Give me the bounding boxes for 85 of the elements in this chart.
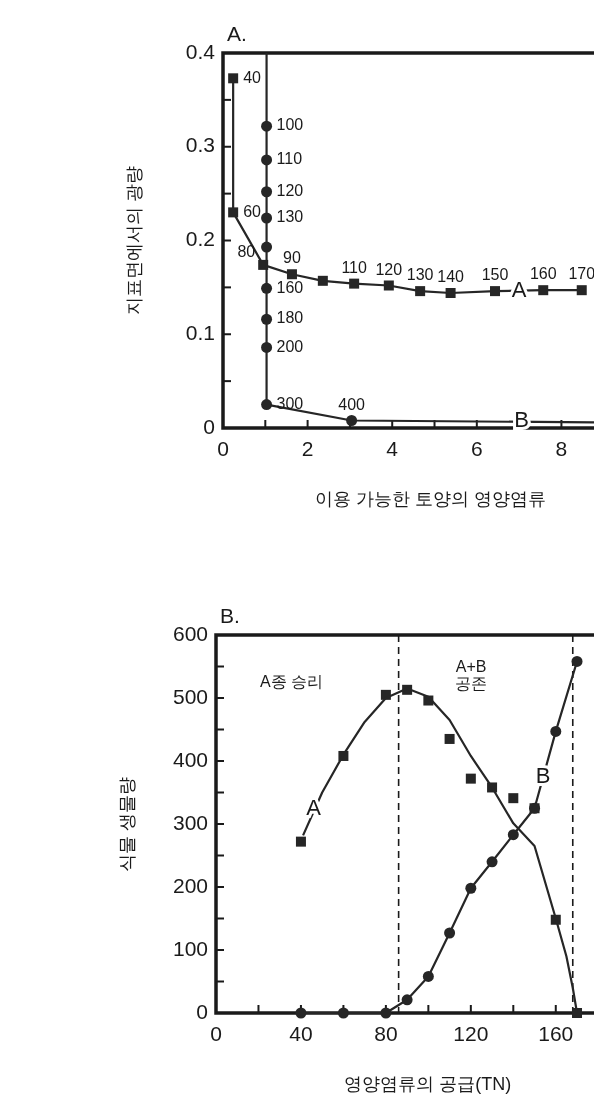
- point: [337, 1007, 349, 1019]
- point: [508, 793, 519, 804]
- x-tick-label: 4: [386, 437, 399, 460]
- x-tick-label: 2: [301, 437, 314, 460]
- annotation: 120: [276, 181, 304, 199]
- annotation: 60: [243, 202, 262, 220]
- y-tick-label: 0: [196, 999, 208, 1023]
- x-axis-title: 이용 가능한 토양의 영양염류: [315, 488, 547, 509]
- y-tick-label: 600: [172, 621, 208, 645]
- point: [465, 882, 477, 894]
- point: [261, 313, 273, 325]
- y-tick-label: 0.3: [185, 133, 215, 157]
- point: [295, 836, 306, 847]
- point: [490, 286, 501, 297]
- y-tick-label: 500: [172, 684, 208, 708]
- chart-title: A.: [227, 21, 247, 45]
- point: [507, 829, 519, 841]
- y-tick-label: 0.1: [185, 320, 215, 344]
- annotation: 120: [375, 260, 403, 278]
- point: [550, 725, 562, 737]
- point: [415, 286, 426, 297]
- point: [576, 285, 587, 296]
- point: [401, 994, 413, 1006]
- point: [228, 207, 239, 218]
- point: [261, 399, 273, 411]
- x-tick-label: 160: [538, 1022, 574, 1045]
- point: [422, 970, 434, 982]
- annotation: 300: [276, 394, 304, 412]
- x-tick-label: 80: [374, 1022, 398, 1045]
- y-tick-label: 0.4: [185, 39, 216, 63]
- point: [286, 269, 297, 280]
- point: [538, 285, 549, 296]
- annotation: 170: [568, 265, 594, 283]
- annotation: 40: [243, 68, 262, 86]
- point: [445, 288, 456, 298]
- y-axis-title: 식물 생물량: [116, 776, 137, 872]
- x-tick-label: 6: [470, 437, 483, 460]
- point: [261, 154, 273, 166]
- annotation: 130: [406, 266, 434, 284]
- point: [349, 278, 360, 289]
- point: [261, 282, 273, 294]
- point: [571, 655, 583, 667]
- point: [261, 212, 273, 224]
- point: [465, 773, 476, 784]
- annotation: 160: [276, 278, 304, 296]
- annotation: 110: [276, 150, 303, 168]
- annotation: A종 승리: [260, 673, 324, 691]
- annotation: 100: [276, 116, 304, 134]
- y-tick-label: 0: [203, 414, 215, 438]
- y-tick-label: 400: [172, 747, 208, 771]
- x-tick-label: 40: [289, 1022, 313, 1045]
- point: [486, 856, 498, 868]
- annotation: 90: [283, 249, 301, 267]
- point: [261, 241, 273, 253]
- point: [346, 415, 358, 426]
- annotation: 140: [437, 268, 465, 286]
- point: [228, 73, 239, 84]
- point: [261, 341, 273, 353]
- point: [261, 186, 273, 198]
- y-axis-title: 지표면에서의 광량: [123, 165, 144, 316]
- annotation: 110: [341, 258, 367, 276]
- point: [444, 733, 455, 744]
- annotation: 200: [276, 337, 304, 355]
- y-tick-label: 300: [172, 810, 208, 834]
- annotation: A+B 공존: [455, 658, 488, 693]
- point: [317, 275, 328, 286]
- point: [380, 1007, 392, 1019]
- annotation: 160: [529, 265, 557, 283]
- y-tick-label: 200: [172, 873, 208, 897]
- annotation: 150: [481, 266, 509, 284]
- x-axis-title: 영양염류의 공급(TN): [344, 1073, 512, 1094]
- x-tick-label: 0: [217, 437, 229, 460]
- y-tick-label: 0.2: [185, 227, 215, 251]
- point: [444, 927, 456, 939]
- point: [261, 120, 273, 132]
- y-tick-label: 100: [172, 936, 208, 960]
- chart-title: B.: [220, 603, 240, 627]
- annotation: 130: [276, 208, 304, 226]
- point: [383, 280, 394, 291]
- x-tick-label: 8: [555, 437, 568, 460]
- point: [295, 1007, 307, 1019]
- annotation: 180: [276, 309, 304, 327]
- annotation: 400: [338, 395, 366, 413]
- annotation: 80: [237, 243, 256, 261]
- x-tick-label: 120: [453, 1022, 489, 1045]
